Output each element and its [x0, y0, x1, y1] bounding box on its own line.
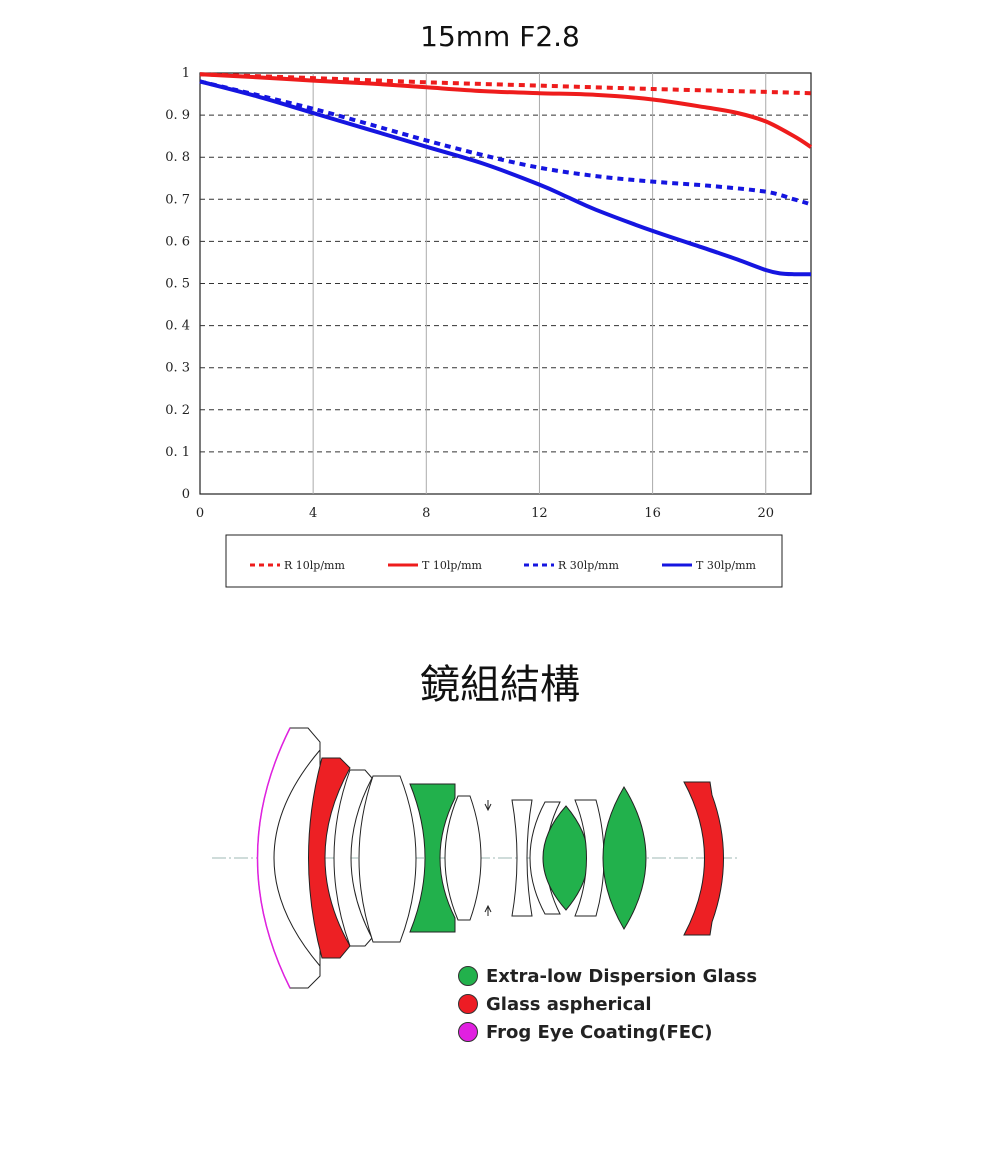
aspherical-label: Glass aspherical [486, 993, 652, 1015]
lens-element-11-ed [602, 786, 647, 930]
lens-element-2-aspherical [308, 757, 351, 959]
legend-box [225, 534, 783, 588]
y-tick-label: 0. 6 [165, 234, 190, 249]
lens-element-9-ed [542, 805, 589, 911]
aperture-stop-bottom [484, 904, 492, 916]
lens-element-10 [574, 799, 605, 917]
legend-label: T 30lp/mm [696, 559, 757, 572]
lens-element-1-inner [273, 749, 321, 967]
y-tick-label: 1 [182, 66, 190, 81]
x-tick-label: 8 [422, 506, 430, 521]
lens-element-5-ed [409, 783, 456, 933]
y-tick-label: 0. 4 [165, 319, 190, 334]
chart-legend: R 10lp/mm T 10lp/mm R 30lp/mm T 30lp/mm [250, 559, 757, 572]
x-tick-label: 20 [757, 506, 774, 521]
lens-element-6 [444, 795, 482, 921]
mtf-chart: 0 0. 1 0. 2 0. 3 0. 4 0. 5 0. 6 0. 7 0. 8 0. 9 1 0… [165, 66, 813, 588]
legend-label: R 30lp/mm [558, 559, 619, 572]
x-tick-label: 12 [531, 506, 548, 521]
y-tick-labels: 0 0. 1 0. 2 0. 3 0. 4 0. 5 0. 6 0. 7 0. 8 0. 9 1 [165, 66, 190, 502]
fec-coating-arc [256, 727, 291, 989]
y-tick-label: 0. 3 [165, 361, 190, 376]
legend-label: R 10lp/mm [284, 559, 345, 572]
fec-label: Frog Eye Coating(FEC) [486, 1021, 713, 1043]
y-tick-label: 0. 1 [165, 445, 190, 460]
chart-title: 15mm F2.8 [420, 20, 580, 53]
x-tick-labels: 0 4 8 12 16 20 [196, 506, 774, 521]
y-tick-label: 0. 5 [165, 277, 190, 292]
series-line-3 [199, 79, 812, 207]
ed-glass-swatch-icon [458, 966, 478, 986]
x-tick-label: 4 [309, 506, 317, 521]
fec-swatch-icon [458, 1022, 478, 1042]
lens-element-4 [358, 775, 417, 943]
x-tick-label: 16 [644, 506, 661, 521]
y-tick-label: 0. 7 [165, 192, 190, 207]
y-tick-label: 0. 2 [165, 403, 190, 418]
aspherical-swatch-icon [458, 994, 478, 1014]
y-tick-label: 0. 9 [165, 108, 190, 123]
y-tick-label: 0. 8 [165, 150, 190, 165]
lens-element-7 [511, 799, 533, 917]
series-lines [199, 72, 813, 277]
series-line-1 [199, 72, 812, 96]
series-line-2 [199, 72, 813, 149]
aperture-stop-top [484, 800, 492, 812]
grid-lines [200, 73, 811, 494]
ed-glass-label: Extra-low Dispersion Glass [486, 965, 758, 987]
legend-aspherical: Glass aspherical [458, 992, 652, 1016]
lens-element-12-aspherical [683, 781, 724, 936]
legend-ed-glass: Extra-low Dispersion Glass [458, 964, 757, 988]
x-tick-label: 0 [196, 506, 204, 521]
legend-label: T 10lp/mm [422, 559, 483, 572]
legend-fec: Frog Eye Coating(FEC) [458, 1020, 713, 1044]
series-line-4 [199, 79, 812, 277]
y-tick-label: 0 [182, 487, 190, 502]
lens-structure-title: 鏡組結構 [420, 662, 580, 708]
